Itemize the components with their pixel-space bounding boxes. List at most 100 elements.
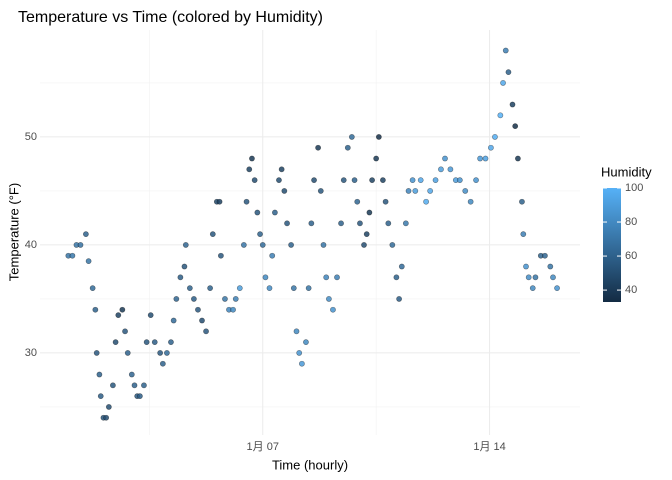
point — [550, 274, 556, 281]
colorbar-label: 40 — [625, 284, 637, 296]
point — [151, 339, 158, 346]
point — [323, 274, 330, 281]
point — [361, 242, 367, 248]
point — [338, 220, 344, 227]
point — [257, 231, 263, 238]
point — [348, 134, 355, 140]
point — [502, 47, 509, 54]
point — [340, 177, 347, 184]
point — [519, 198, 525, 205]
point — [293, 328, 300, 335]
point — [266, 285, 273, 292]
colorbar-label: 100 — [625, 182, 643, 194]
point — [308, 220, 315, 227]
point — [505, 69, 512, 76]
point — [402, 220, 409, 227]
point — [93, 350, 100, 356]
point — [131, 382, 138, 389]
point — [554, 285, 560, 292]
point — [375, 134, 382, 140]
point — [157, 350, 164, 356]
point — [122, 328, 128, 335]
point — [288, 242, 294, 248]
point — [92, 306, 99, 313]
y-tick-label: 50 — [25, 131, 37, 143]
point — [290, 285, 297, 292]
point — [305, 285, 312, 292]
point — [89, 285, 96, 292]
point — [203, 328, 209, 335]
point — [222, 296, 228, 302]
point — [409, 177, 416, 184]
point — [217, 252, 224, 259]
point — [344, 144, 351, 151]
point — [366, 209, 373, 216]
point — [207, 285, 213, 292]
point — [473, 177, 479, 184]
y-axis-title: Temperature (°F) — [6, 183, 21, 281]
point — [232, 296, 239, 302]
point — [216, 198, 223, 205]
point — [246, 166, 253, 173]
point — [477, 155, 483, 162]
point — [334, 274, 340, 281]
point — [177, 274, 184, 281]
point — [163, 350, 170, 356]
point — [351, 177, 358, 184]
point — [509, 101, 516, 108]
point — [112, 339, 119, 346]
point — [442, 155, 448, 162]
point — [69, 252, 76, 259]
point — [249, 155, 255, 162]
point — [497, 112, 504, 119]
point — [195, 306, 201, 313]
point — [456, 177, 463, 184]
point — [447, 166, 454, 173]
point — [532, 274, 539, 281]
point — [236, 285, 243, 292]
point — [259, 242, 266, 248]
point — [389, 242, 396, 248]
point — [128, 371, 135, 378]
point — [500, 80, 506, 86]
x-axis-title: Time (hourly) — [272, 457, 348, 472]
point — [262, 274, 269, 281]
point — [412, 188, 419, 194]
point — [269, 252, 276, 259]
point — [482, 155, 489, 162]
point — [525, 274, 532, 281]
point — [427, 188, 434, 194]
point — [330, 306, 336, 313]
y-tick-label: 30 — [25, 347, 37, 359]
colorbar-label: 80 — [625, 216, 637, 228]
point — [542, 252, 548, 259]
point — [186, 285, 193, 292]
point — [281, 188, 288, 194]
point — [438, 166, 444, 173]
point — [251, 177, 258, 184]
point — [417, 177, 424, 184]
point — [492, 134, 498, 140]
point — [209, 231, 216, 238]
point — [143, 339, 150, 346]
point — [303, 339, 309, 346]
point — [254, 209, 261, 216]
point — [298, 360, 305, 367]
point — [97, 393, 104, 400]
point — [182, 242, 189, 248]
point — [315, 144, 321, 151]
point — [124, 350, 131, 356]
point — [325, 296, 332, 302]
point — [354, 198, 361, 205]
legend-title: Humidity — [601, 164, 652, 179]
point — [240, 242, 247, 248]
point — [85, 258, 92, 265]
point — [141, 382, 147, 389]
point — [487, 144, 494, 151]
point — [523, 263, 529, 270]
point — [357, 220, 363, 227]
point — [230, 306, 236, 313]
point — [317, 188, 324, 194]
point — [379, 177, 386, 184]
